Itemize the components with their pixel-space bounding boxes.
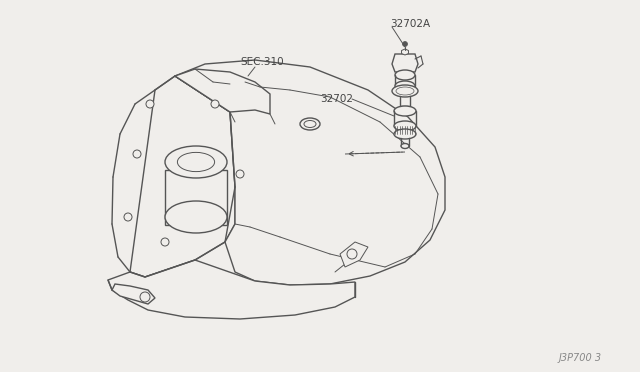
Polygon shape <box>175 69 270 114</box>
Ellipse shape <box>395 81 415 91</box>
Ellipse shape <box>401 144 409 148</box>
Ellipse shape <box>165 201 227 233</box>
Polygon shape <box>165 170 227 225</box>
Ellipse shape <box>394 129 416 139</box>
Polygon shape <box>175 60 445 285</box>
Ellipse shape <box>304 121 316 128</box>
Ellipse shape <box>395 70 415 80</box>
Circle shape <box>161 238 169 246</box>
Ellipse shape <box>165 146 227 178</box>
Circle shape <box>403 42 408 46</box>
Circle shape <box>133 150 141 158</box>
Circle shape <box>347 249 357 259</box>
Ellipse shape <box>396 87 414 95</box>
Ellipse shape <box>177 153 214 171</box>
Polygon shape <box>340 242 368 267</box>
Circle shape <box>211 100 219 108</box>
Circle shape <box>146 100 154 108</box>
Text: J3P700 3: J3P700 3 <box>559 353 602 363</box>
Text: 32702A: 32702A <box>390 19 430 29</box>
Polygon shape <box>401 49 408 55</box>
Text: SEC.310: SEC.310 <box>240 57 284 67</box>
Ellipse shape <box>300 118 320 130</box>
Ellipse shape <box>394 121 416 131</box>
Polygon shape <box>112 284 155 304</box>
Ellipse shape <box>392 85 418 97</box>
Polygon shape <box>108 260 355 319</box>
Polygon shape <box>392 54 418 72</box>
Circle shape <box>140 292 150 302</box>
Polygon shape <box>130 76 235 277</box>
Ellipse shape <box>394 106 416 116</box>
Circle shape <box>236 170 244 178</box>
Text: 32702: 32702 <box>320 94 353 104</box>
Circle shape <box>124 213 132 221</box>
